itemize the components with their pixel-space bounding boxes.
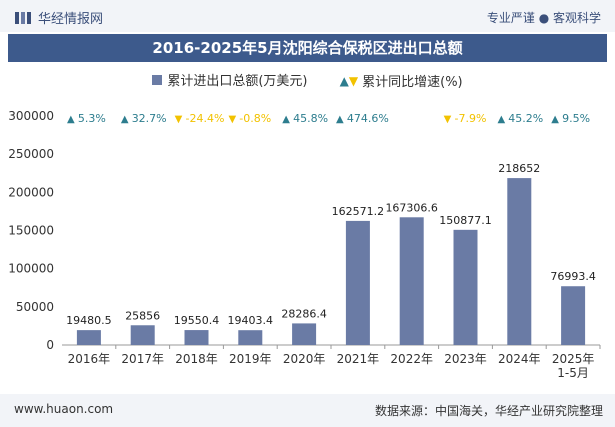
growth-label: 5.3% bbox=[78, 112, 106, 125]
top-bar: 华经情报网 专业严谨 ● 客观科学 bbox=[0, 0, 615, 32]
growth-up-icon: ▲ bbox=[336, 114, 344, 125]
growth-up-icon: ▲ bbox=[67, 114, 75, 125]
bar bbox=[184, 330, 209, 345]
growth-label: 45.2% bbox=[508, 112, 543, 125]
y-tick-label: 150000 bbox=[8, 224, 54, 238]
y-tick-label: 50000 bbox=[16, 300, 54, 314]
legend-bar-swatch bbox=[152, 74, 163, 85]
bar bbox=[453, 229, 478, 345]
y-tick-label: 100000 bbox=[8, 262, 54, 276]
growth-label: 474.6% bbox=[347, 112, 389, 125]
bar bbox=[130, 325, 155, 345]
legend-label-growth: 累计同比增速(%) bbox=[362, 75, 463, 90]
x-tick-label: 2021年 bbox=[337, 352, 380, 366]
bar bbox=[76, 330, 101, 345]
chart-legend: 累计进出口总额(万美元) ▲▼ 累计同比增速(%) bbox=[0, 70, 615, 90]
growth-label: 9.5% bbox=[562, 112, 590, 125]
bar-value-label: 150877.1 bbox=[439, 214, 492, 227]
growth-label: -0.8% bbox=[239, 112, 271, 125]
growth-down-icon: ▼ bbox=[175, 114, 183, 125]
bar-value-label: 19480.5 bbox=[66, 314, 112, 327]
growth-label: 32.7% bbox=[132, 112, 167, 125]
bar-value-label: 218652 bbox=[498, 162, 540, 175]
legend-label-total: 累计进出口总额(万美元) bbox=[167, 74, 308, 89]
growth-up-icon: ▲ bbox=[497, 114, 505, 125]
bar-value-label: 162571.2 bbox=[332, 205, 385, 218]
x-tick-label: 2022年 bbox=[390, 352, 433, 366]
bar-value-label: 19550.4 bbox=[174, 314, 220, 327]
chart-title: 2016-2025年5月沈阳综合保税区进出口总额 bbox=[8, 34, 607, 62]
bar-value-label: 25856 bbox=[125, 309, 160, 322]
growth-label: -7.9% bbox=[455, 112, 487, 125]
footer-source: 数据来源：中国海关，华经产业研究院整理 bbox=[374, 404, 603, 418]
x-tick-label: 2018年 bbox=[175, 352, 218, 366]
growth-label: 45.8% bbox=[293, 112, 328, 125]
x-tick-label: 1-5月 bbox=[557, 366, 589, 380]
growth-up-icon: ▲ bbox=[551, 114, 559, 125]
growth-down-icon: ▼ bbox=[228, 114, 236, 125]
x-tick-label: 2017年 bbox=[121, 352, 164, 366]
footer-bar bbox=[0, 394, 615, 427]
growth-down-icon: ▼ bbox=[444, 114, 452, 125]
legend-item-total[interactable]: 累计进出口总额(万美元) bbox=[152, 70, 308, 89]
brand-name: 华经情报网 bbox=[38, 12, 104, 27]
x-tick-label: 2024年 bbox=[498, 352, 541, 366]
bar bbox=[292, 323, 317, 345]
x-tick-label: 2023年 bbox=[444, 352, 487, 366]
growth-up-icon: ▲ bbox=[121, 114, 129, 125]
bar-value-label: 28286.4 bbox=[281, 307, 327, 320]
brand-logo-icon bbox=[15, 11, 31, 24]
x-tick-label: 2020年 bbox=[283, 352, 326, 366]
y-tick-label: 300000 bbox=[8, 109, 54, 123]
legend-triangle-icon: ▲▼ bbox=[339, 73, 359, 88]
y-tick-label: 250000 bbox=[8, 147, 54, 161]
x-tick-label: 2019年 bbox=[229, 352, 272, 366]
bar bbox=[507, 178, 532, 345]
growth-up-icon: ▲ bbox=[282, 114, 290, 125]
bar-value-label: 19403.4 bbox=[228, 314, 274, 327]
y-tick-label: 200000 bbox=[8, 185, 54, 199]
y-tick-label: 0 bbox=[46, 338, 54, 352]
x-tick-label: 2025年 bbox=[552, 352, 595, 366]
legend-item-growth[interactable]: ▲▼ 累计同比增速(%) bbox=[339, 71, 463, 91]
footer-website[interactable]: www.huaon.com bbox=[14, 402, 114, 416]
bar-value-label: 167306.6 bbox=[385, 201, 438, 214]
bar bbox=[238, 330, 263, 345]
x-tick-label: 2016年 bbox=[68, 352, 111, 366]
bar bbox=[561, 286, 586, 345]
bar bbox=[345, 220, 370, 345]
growth-label: -24.4% bbox=[186, 112, 225, 125]
brand[interactable]: 华经情报网 bbox=[14, 8, 103, 27]
tagline: 专业严谨 ● 客观科学 bbox=[486, 11, 601, 25]
bar-value-label: 76993.4 bbox=[550, 270, 596, 283]
bar bbox=[399, 217, 424, 345]
